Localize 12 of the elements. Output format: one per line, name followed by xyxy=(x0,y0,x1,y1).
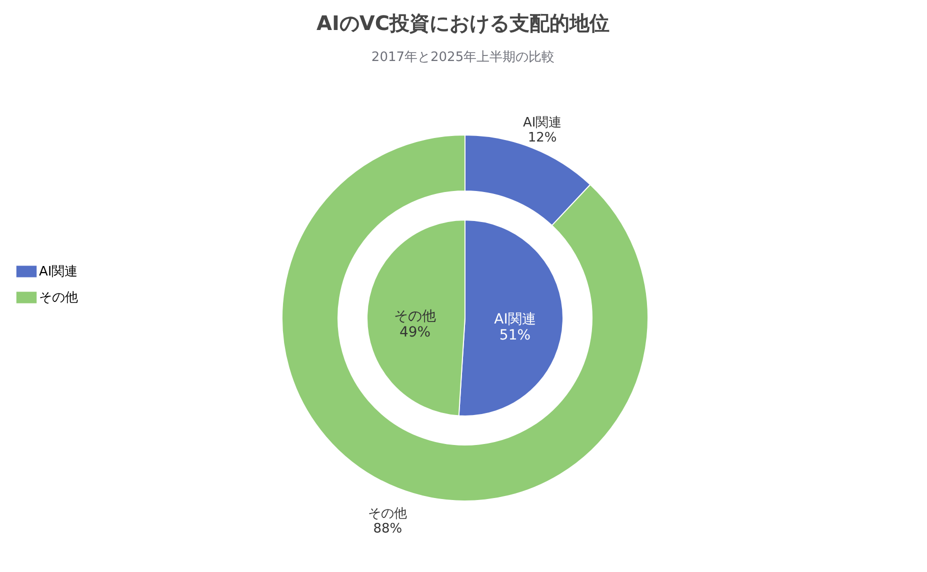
data-label: 51% xyxy=(499,328,531,344)
data-label: 12% xyxy=(528,130,557,146)
chart-title: AIのVC投資における支配的地位 xyxy=(316,11,610,35)
category-label: その他 xyxy=(368,506,408,522)
legend-label: AI関連 xyxy=(39,264,78,280)
chart-subtitle: 2017年と2025年上半期の比較 xyxy=(371,50,555,65)
slice-label: その他 xyxy=(394,308,436,324)
category-label: AI関連 xyxy=(522,116,562,131)
legend-label: その他 xyxy=(39,290,78,306)
data-label: 88% xyxy=(373,521,402,536)
data-label: 49% xyxy=(399,324,431,340)
slice-label: AI関連 xyxy=(494,312,536,328)
